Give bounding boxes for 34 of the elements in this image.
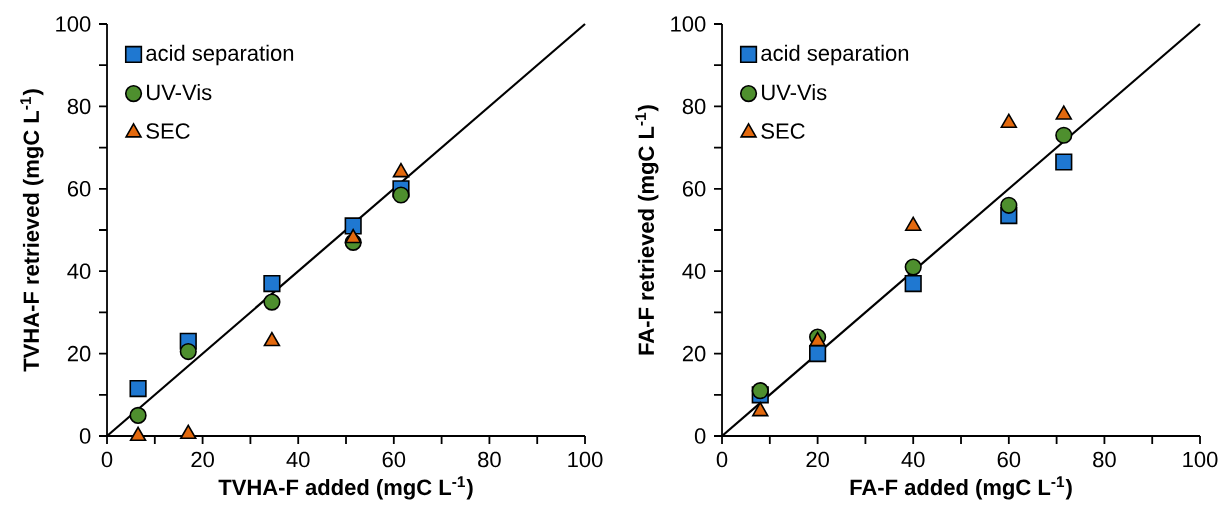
x-tick-label: 20 xyxy=(806,451,829,468)
x-tick-label: 60 xyxy=(382,451,406,468)
y-tick-label: 100 xyxy=(671,16,706,32)
y-tick-label: 40 xyxy=(682,263,706,279)
x-axis-title: TVHA-F added (mgC L$^{-1}$) xyxy=(218,476,473,500)
x-tick-label: 0 xyxy=(716,451,728,468)
x-tick-label: 40 xyxy=(286,451,310,468)
y-tick-label: 20 xyxy=(67,345,91,362)
x-tick-label: 60 xyxy=(997,451,1021,468)
legend-label: acid separation xyxy=(146,44,294,66)
y-tick-label: 60 xyxy=(682,181,706,197)
legend-label: acid separation xyxy=(761,44,909,66)
y-tick-label: 20 xyxy=(682,345,706,362)
y-tick-label: 0 xyxy=(694,428,706,444)
x-tick-label: 80 xyxy=(1093,451,1116,468)
x-tick-label: 20 xyxy=(191,451,214,468)
y-axis-title: FA-F retrieved (mgC L$^{-1}$) xyxy=(635,105,659,355)
legend-label: SEC xyxy=(761,123,805,139)
y-tick-label: 0 xyxy=(79,428,91,444)
x-axis-title: FA-F added (mgC L$^{-1}$) xyxy=(850,476,1072,500)
legend-label: UV-Vis xyxy=(147,84,212,101)
y-tick-label: 80 xyxy=(682,98,706,115)
x-tick-label: 0 xyxy=(101,451,113,468)
y-tick-label: 100 xyxy=(56,16,91,32)
x-tick-label: 40 xyxy=(901,451,925,468)
legend-label: SEC xyxy=(146,123,190,139)
legend-label: UV-Vis xyxy=(762,84,827,101)
x-tick-label: 100 xyxy=(568,451,603,468)
y-tick-label: 40 xyxy=(67,263,91,279)
y-tick-label: 80 xyxy=(67,98,91,115)
y-axis-title: TVHA-F retrieved (mgC L$^{-1}$) xyxy=(20,89,44,372)
y-tick-label: 60 xyxy=(67,181,91,197)
x-tick-label: 80 xyxy=(478,451,501,468)
x-tick-label: 100 xyxy=(1183,451,1218,468)
